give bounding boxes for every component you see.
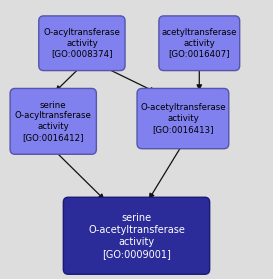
FancyBboxPatch shape (39, 16, 125, 71)
FancyBboxPatch shape (159, 16, 240, 71)
Text: serine
O-acyltransferase
activity
[GO:0016412]: serine O-acyltransferase activity [GO:00… (15, 101, 92, 142)
Text: O-acyltransferase
activity
[GO:0008374]: O-acyltransferase activity [GO:0008374] (43, 28, 120, 59)
Text: O-acetyltransferase
activity
[GO:0016413]: O-acetyltransferase activity [GO:0016413… (140, 103, 226, 134)
Text: serine
O-acetyltransferase
activity
[GO:0009001]: serine O-acetyltransferase activity [GO:… (88, 213, 185, 259)
FancyBboxPatch shape (10, 88, 96, 154)
FancyBboxPatch shape (63, 197, 210, 274)
Text: acetyltransferase
activity
[GO:0016407]: acetyltransferase activity [GO:0016407] (162, 28, 237, 59)
FancyBboxPatch shape (137, 88, 229, 149)
